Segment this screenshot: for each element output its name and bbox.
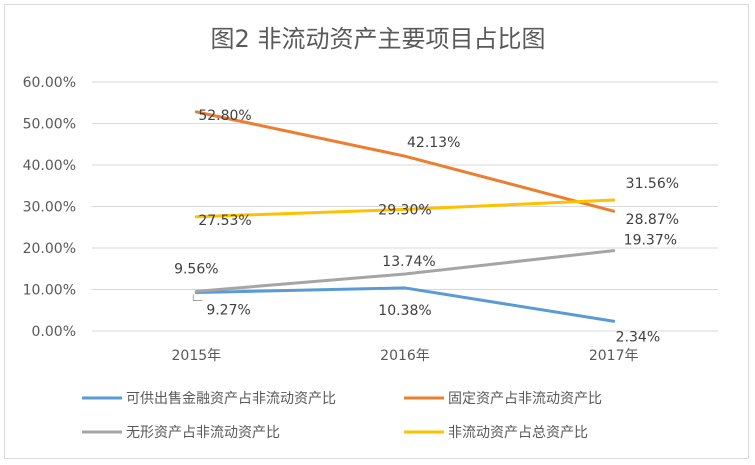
legend-label: 非流动资产占总资产比 (448, 425, 588, 441)
legend-label: 固定资产占非流动资产比 (448, 391, 602, 407)
data-label: 13.74% (382, 254, 435, 270)
data-label: 27.53% (198, 213, 251, 229)
leader-line (192, 294, 203, 302)
y-tick-label: 40.00% (23, 158, 76, 174)
y-tick-label: 30.00% (23, 200, 76, 216)
data-label: 28.87% (626, 212, 679, 228)
x-tick-label: 2017年 (589, 348, 639, 364)
x-axis: 2015年 2016年 2017年 (172, 348, 639, 364)
x-tick-label: 2015年 (172, 348, 222, 364)
y-tick-label: 20.00% (23, 241, 76, 257)
y-axis: 0.00% 10.00% 20.00% 30.00% 40.00% 50.00% 60.00… (23, 75, 76, 340)
data-labels: 9.27% 10.38% 2.34% 52.80% 42.13% 28.87% 9.56% 1… (174, 108, 679, 345)
chart-frame (4, 4, 749, 459)
y-tick-label: 60.00% (23, 75, 76, 91)
y-tick-label: 0.00% (32, 324, 76, 340)
data-label: 31.56% (626, 176, 679, 192)
legend-label: 无形资产占非流动资产比 (126, 425, 280, 441)
gridlines (92, 81, 718, 332)
series-line-1 (194, 110, 616, 213)
data-label: 29.30% (378, 202, 431, 218)
chart-title: 图2 非流动资产主要项目占比图 (211, 25, 546, 53)
data-label: 10.38% (378, 303, 431, 319)
data-label: 2.34% (616, 329, 660, 345)
y-tick-label: 50.00% (23, 117, 76, 133)
series-lines (194, 110, 616, 323)
data-label: 52.80% (198, 108, 251, 124)
data-label: 19.37% (624, 233, 677, 249)
y-tick-label: 10.00% (23, 283, 76, 299)
data-label: 42.13% (407, 135, 460, 151)
series-line-0 (194, 286, 616, 323)
legend-label: 可供出售金融资产占非流动资产比 (126, 391, 336, 407)
data-label: 9.27% (206, 303, 250, 319)
data-label: 9.56% (174, 261, 218, 277)
series-line-3 (194, 198, 616, 219)
series-line-2 (194, 249, 616, 293)
x-tick-label: 2016年 (380, 348, 430, 364)
